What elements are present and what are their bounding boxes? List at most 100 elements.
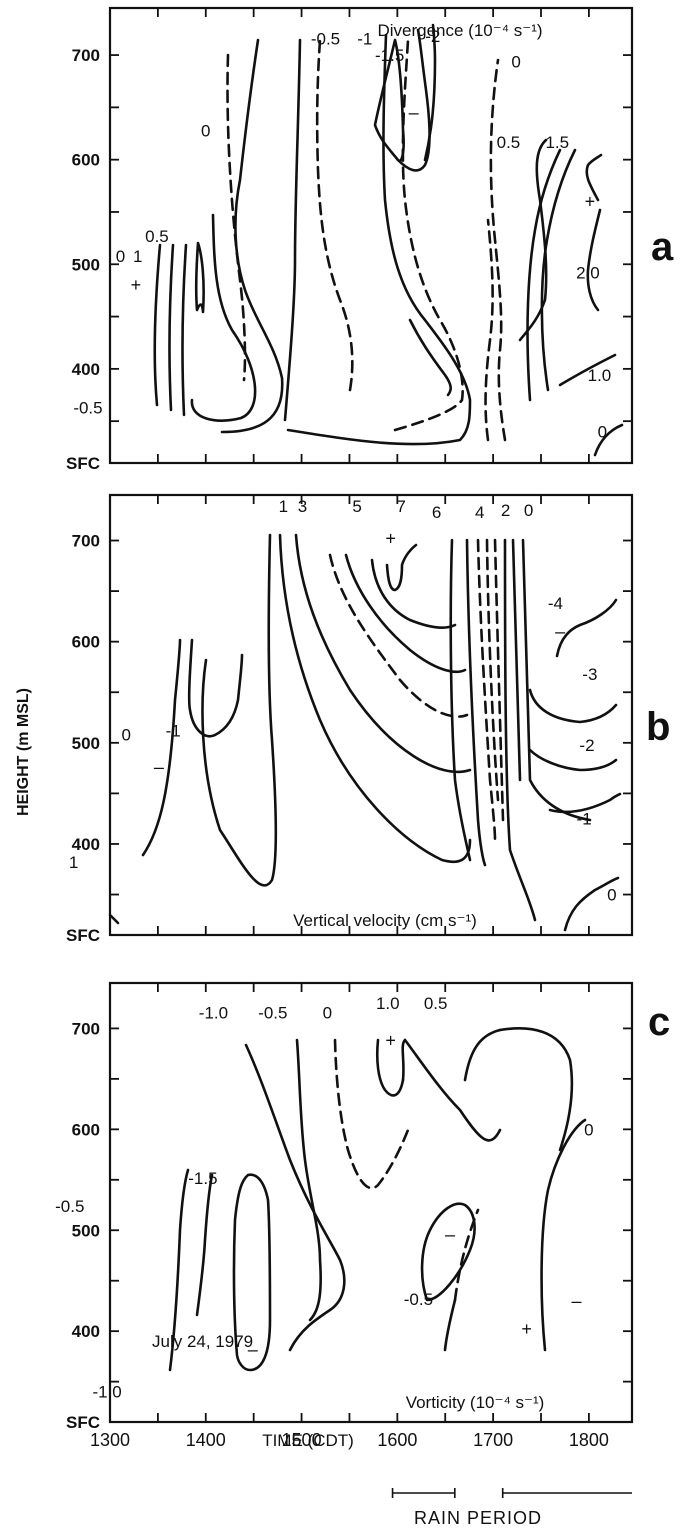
contour-line [555, 598, 618, 658]
panel-letter-a: a [651, 225, 674, 269]
contour-label: -1.5 [375, 46, 404, 65]
y-tick-label: 500 [72, 1221, 100, 1240]
plot-frame [108, 493, 634, 937]
contour-line [558, 353, 617, 387]
min-marker: – [555, 622, 565, 642]
contour-label: 0.5 [424, 994, 448, 1013]
contour-label: 0.5 [145, 227, 169, 246]
y-tick-label: 700 [72, 1019, 100, 1038]
contour-line [548, 792, 622, 814]
contour-line [401, 1038, 407, 1082]
contour-line [220, 38, 284, 434]
contour-label: 0 [584, 1120, 593, 1139]
contour-label: 0 [524, 501, 533, 520]
contour-label: -2 [579, 736, 594, 755]
panel-title: Vorticity (10⁻⁴ s⁻¹) [406, 1393, 545, 1412]
contour-line [528, 688, 618, 724]
y-tick-label: 400 [72, 835, 100, 854]
contour-line [449, 538, 472, 862]
contour-label: 2 [501, 501, 510, 520]
contour-line [194, 241, 205, 314]
contour-line [373, 38, 405, 163]
y-tick-label: 700 [72, 46, 100, 65]
contour-line [181, 243, 188, 417]
contour-label: 5 [352, 497, 361, 516]
rain-period [391, 1488, 632, 1498]
contour-line [540, 1118, 587, 1352]
rain-period-bracket [501, 1488, 632, 1498]
contour-label: -0.5 [404, 1290, 433, 1309]
min-marker: – [445, 1224, 455, 1244]
min-marker: – [154, 757, 164, 777]
contour-label: -1 [357, 29, 372, 48]
contour-line [315, 38, 354, 392]
panel-c: SFC 400 500 600 700 1300 1400 1500 1600 1700 1800 V… [55, 981, 634, 1450]
y-tick-label: SFC [66, 926, 100, 945]
x-axis-label: TIME (CDT) [262, 1431, 354, 1450]
x-tick-label: 1500 [282, 1430, 322, 1450]
contour-label: 0 [122, 726, 131, 745]
contour-line [190, 213, 257, 422]
contour-line [195, 1173, 214, 1317]
contour-label: -3 [582, 665, 597, 684]
y-tick-label: 700 [72, 532, 100, 551]
contour-label: 2.0 [576, 264, 600, 283]
contour-label: -1 [166, 722, 181, 741]
plot-frame [108, 6, 634, 465]
contour-label: 1 [133, 247, 142, 266]
contour-label: -0.5 [258, 1003, 287, 1022]
contour-line [283, 38, 302, 422]
contour-label: 3 [298, 497, 307, 516]
panel-title: Vertical velocity (cm s⁻¹) [293, 911, 477, 930]
contour-line [465, 538, 487, 867]
contour-line [226, 53, 247, 382]
contour-label: -1.0 [92, 1383, 121, 1402]
rain-period-bracket [391, 1488, 456, 1498]
contour-line [511, 538, 522, 782]
contour-label: 0 [607, 886, 616, 905]
contour-label: 1 [279, 497, 288, 516]
contour-line [540, 148, 577, 392]
panel-a: SFC 400 500 600 700 Divergence (10⁻⁴ s⁻¹) -0.5… [66, 6, 634, 473]
x-tick-label: 1300 [90, 1430, 130, 1450]
contour-label: -0.5 [55, 1197, 84, 1216]
max-marker: + [385, 528, 396, 548]
contour-line [503, 538, 537, 922]
contour-line [586, 208, 602, 312]
contour-line [393, 38, 464, 432]
y-tick-label: SFC [66, 454, 100, 473]
contour-line [333, 1038, 410, 1190]
contour-line [232, 1173, 272, 1372]
contour-line [585, 153, 603, 202]
contour-label: 1.0 [376, 994, 400, 1013]
contour-line [168, 243, 175, 412]
contour-line [484, 218, 494, 442]
contour-line [489, 58, 507, 442]
contour-label: -0.5 [73, 399, 102, 418]
contour-label: 1.0 [588, 366, 612, 385]
y-tick-label: SFC [66, 1413, 100, 1432]
y-tick-label: 600 [72, 633, 100, 652]
contour-label: 6 [432, 503, 441, 522]
contour-line [563, 876, 620, 932]
contour-line [408, 318, 452, 397]
contour-label: 0 [511, 52, 520, 71]
contour-label: -1 [577, 810, 592, 829]
contour-label: 0 [323, 1003, 332, 1022]
contour-line [476, 538, 497, 842]
contour-line [295, 1038, 322, 1322]
contour-line [244, 1043, 346, 1352]
contour-line [294, 533, 472, 774]
contour-line [498, 1027, 574, 1152]
contour-label: 1 [69, 853, 78, 872]
contour-line [453, 1208, 480, 1302]
contour-line [593, 423, 624, 457]
y-tick-label: 500 [72, 734, 100, 753]
contour-line [278, 533, 472, 864]
contour-label: 0 [598, 423, 607, 442]
date-note: July 24, 1979 [152, 1332, 253, 1351]
contour-line [375, 1038, 405, 1097]
contour-label: 7 [396, 497, 405, 516]
